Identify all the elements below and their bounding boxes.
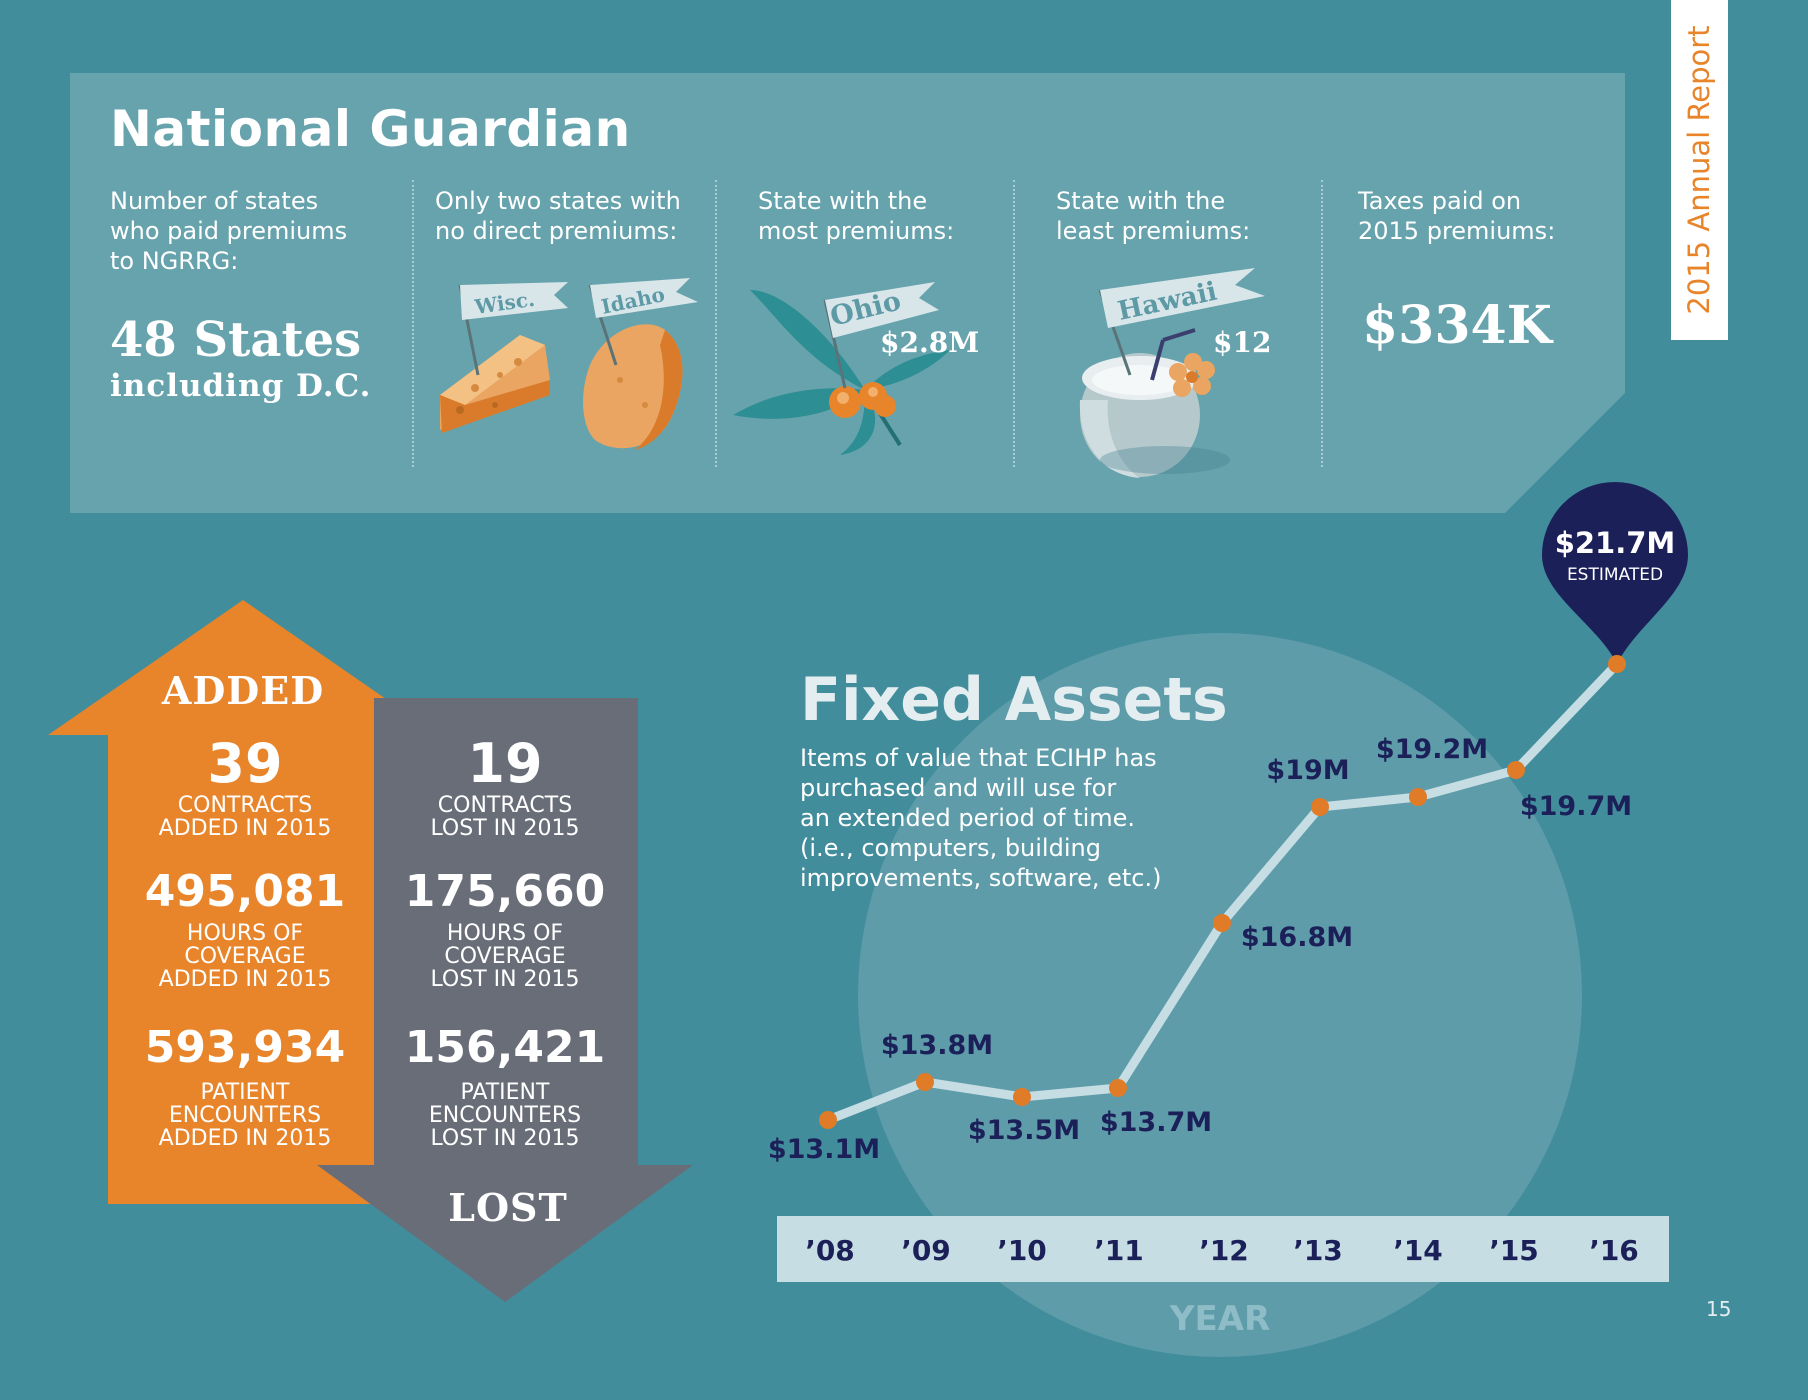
estimated-label: ESTIMATED — [1567, 565, 1663, 585]
series-points — [819, 655, 1626, 1129]
x-tick-label: ’14 — [1393, 1234, 1443, 1267]
data-value-label: $19M — [1266, 755, 1349, 786]
x-axis-label: YEAR — [1169, 1299, 1270, 1339]
contracts-lost-caption: CONTRACTS LOST IN 2015 — [430, 793, 580, 841]
data-value-label: $16.8M — [1241, 922, 1353, 953]
contracts-added-caption: CONTRACTS ADDED IN 2015 — [158, 793, 332, 841]
potato-icon: Idaho — [583, 278, 698, 450]
x-tick-label: ’10 — [997, 1234, 1047, 1267]
estimate-pin: $21.7M ESTIMATED — [1542, 482, 1688, 664]
contracts-lost-number: 19 — [467, 732, 543, 795]
hours-lost-caption: HOURS OF COVERAGE LOST IN 2015 — [430, 921, 580, 992]
x-tick-label: ’09 — [901, 1234, 951, 1267]
coconut-illustration: Hawaii — [1079, 268, 1265, 478]
x-tick-label: ’08 — [805, 1234, 855, 1267]
data-value-label: $13.8M — [881, 1030, 993, 1061]
states-count-subvalue: including D.C. — [110, 368, 372, 404]
fixed-assets-description: Items of value that ECIHP has purchased … — [800, 744, 1162, 892]
encounters-added-caption: PATIENT ENCOUNTERS ADDED IN 2015 — [158, 1080, 332, 1151]
column-separator — [715, 180, 717, 467]
data-point — [1213, 914, 1231, 932]
x-tick-label: ’15 — [1489, 1234, 1539, 1267]
data-value-label: $19.7M — [1520, 791, 1632, 822]
hours-added-caption: HOURS OF COVERAGE ADDED IN 2015 — [158, 921, 332, 992]
data-point — [1608, 655, 1626, 673]
data-point — [1409, 788, 1427, 806]
added-arrow — [48, 600, 438, 1204]
hours-lost-number: 175,660 — [404, 866, 606, 917]
lost-label: LOST — [448, 1185, 568, 1230]
x-axis-ticks: ’08 ’09 ’10 ’11 ’12 ’13 ’14 ’15 ’16 — [805, 1234, 1639, 1267]
column-separator — [412, 180, 414, 467]
data-point — [1311, 798, 1329, 816]
x-axis-band — [777, 1216, 1669, 1282]
column-separator — [1321, 180, 1323, 467]
estimate-pin-shape — [1542, 482, 1688, 664]
data-value-label: $19.2M — [1376, 734, 1488, 765]
data-point — [819, 1111, 837, 1129]
taxes-paid-value: $334K — [1362, 295, 1552, 356]
hours-added-number: 495,081 — [144, 866, 346, 917]
added-label: ADDED — [161, 668, 325, 713]
most-premiums-value: $2.8M — [880, 326, 980, 359]
least-premiums-value: $12 — [1213, 326, 1272, 359]
data-point — [1013, 1088, 1031, 1106]
no-premium-states-label: Only two states with no direct premiums: — [435, 187, 681, 245]
data-point — [1507, 761, 1525, 779]
data-value-label: $13.5M — [968, 1115, 1080, 1146]
fixed-assets-title: Fixed Assets — [800, 665, 1228, 735]
x-tick-label: ’11 — [1094, 1234, 1144, 1267]
encounters-added-number: 593,934 — [144, 1022, 346, 1073]
data-point — [1109, 1079, 1127, 1097]
x-tick-label: ’12 — [1199, 1234, 1249, 1267]
lost-arrow — [317, 698, 693, 1302]
buckeye-leaf-icon — [733, 290, 950, 455]
data-value-label: $13.1M — [768, 1134, 880, 1165]
cheese-and-potato-illustration: Wisc. Idaho — [440, 278, 698, 450]
side-tab: 2015 Annual Report — [1671, 0, 1728, 340]
page-number: 15 — [1706, 1297, 1732, 1321]
encounters-lost-caption: PATIENT ENCOUNTERS LOST IN 2015 — [428, 1080, 582, 1151]
coconut-icon — [1079, 328, 1230, 478]
most-premiums-label: State with the most premiums: — [758, 187, 955, 245]
encounters-lost-number: 156,421 — [404, 1022, 606, 1073]
states-count-value: 48 States — [110, 312, 362, 368]
least-premiums-label: State with the least premiums: — [1056, 187, 1251, 245]
buckeye-illustration: Ohio — [733, 282, 950, 455]
taxes-paid-label: Taxes paid on 2015 premiums: — [1358, 187, 1556, 245]
data-value-label: $13.7M — [1100, 1107, 1212, 1138]
x-tick-label: ’13 — [1293, 1234, 1343, 1267]
chart-background-circle — [858, 633, 1582, 1357]
value-labels: $13.1M $13.8M $13.5M $13.7M $16.8M $19M $19.2M… — [768, 734, 1632, 1165]
x-tick-label: ’16 — [1589, 1234, 1639, 1267]
states-paid-label: Number of states who paid premiums to NG… — [110, 187, 348, 275]
national-guardian-title: National Guardian — [110, 100, 631, 158]
data-point — [916, 1073, 934, 1091]
column-separator — [1013, 180, 1015, 467]
estimate-value-label: $21.7M — [1555, 526, 1676, 560]
contracts-added-number: 39 — [207, 732, 283, 795]
